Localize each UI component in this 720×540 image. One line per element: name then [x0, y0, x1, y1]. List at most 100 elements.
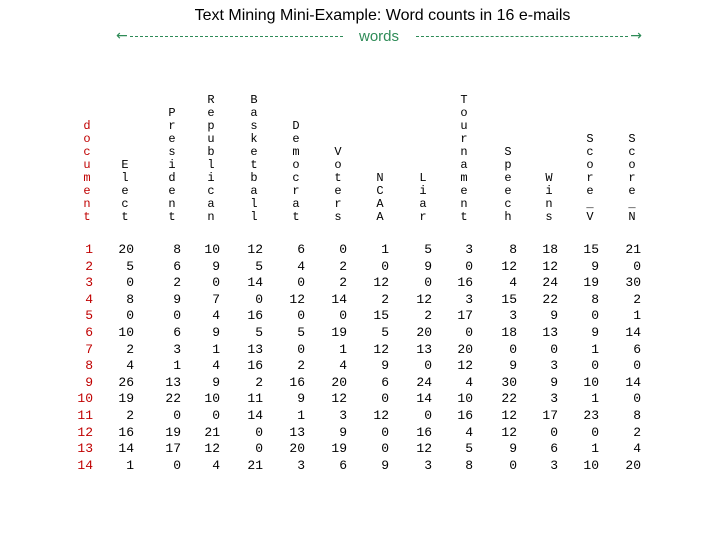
word-count-cell: 6	[173, 258, 181, 274]
word-count-cell: 4	[509, 275, 517, 291]
word-count-cell: 13	[542, 325, 558, 340]
word-count-cell: 20	[416, 325, 432, 340]
word-count-cell: 14	[331, 291, 347, 307]
word-count-cell: 0	[550, 424, 558, 440]
word-count-cell: 13	[289, 424, 305, 440]
word-count-cell: 3	[509, 308, 517, 324]
word-count-cell: 2	[255, 374, 263, 390]
word-count-cell: 14	[416, 391, 432, 407]
word-count-cell: 6	[339, 457, 347, 473]
word-count-cell: 20	[118, 242, 134, 257]
word-count-cell: 8	[126, 291, 134, 307]
word-count-cell: 12	[542, 258, 558, 274]
word-count-cell: 3	[550, 457, 558, 473]
word-count-cell: 5	[465, 441, 473, 457]
word-count-cell: 0	[591, 358, 599, 374]
document-id: 10	[77, 391, 93, 407]
document-id: 5	[85, 308, 93, 324]
word-count-cell: 11	[247, 391, 263, 407]
word-count-cell: 3	[339, 408, 347, 423]
word-count-cell: 0	[173, 408, 181, 423]
word-count-cell: 0	[173, 457, 181, 473]
word-count-cell: 3	[297, 457, 305, 473]
word-count-cell: 2	[424, 308, 432, 324]
word-count-cell: 9	[591, 258, 599, 274]
word-count-cell: 3	[424, 457, 432, 473]
word-count-cell: 0	[126, 308, 134, 324]
word-count-cell: 22	[501, 391, 517, 407]
word-count-cell: 9	[212, 374, 220, 390]
word-count-cell: 0	[633, 391, 641, 407]
word-count-cell: 24	[542, 275, 558, 291]
word-count-cell: 9	[591, 325, 599, 340]
document-id: 2	[85, 258, 93, 274]
words-label: words	[344, 29, 414, 45]
word-count-cell: 9	[509, 441, 517, 457]
word-count-cell: 4	[212, 457, 220, 473]
word-count-cell: 4	[126, 358, 134, 374]
word-count-cell: 18	[501, 325, 517, 340]
word-count-cell: 15	[373, 308, 389, 324]
word-count-cell: 16	[289, 374, 305, 390]
word-count-cell: 19	[583, 275, 599, 291]
word-count-cell: 0	[126, 275, 134, 291]
word-count-cell: 21	[247, 457, 263, 473]
word-count-cell: 0	[212, 275, 220, 291]
word-count-cell: 10	[583, 374, 599, 390]
word-count-cell: 21	[204, 424, 220, 440]
word-count-cell: 6	[381, 374, 389, 390]
document-id: 12	[77, 424, 93, 440]
word-count-cell: 0	[591, 308, 599, 324]
word-count-cell: 16	[118, 424, 134, 440]
document-id: 14	[77, 457, 93, 473]
word-count-cell: 0	[255, 424, 263, 440]
word-count-cell: 22	[165, 391, 181, 407]
word-count-cell: 0	[424, 275, 432, 291]
word-count-cell: 1	[381, 242, 389, 257]
word-count-cell: 1	[591, 391, 599, 407]
word-count-cell: 12	[331, 391, 347, 407]
word-count-cell: 0	[173, 308, 181, 324]
word-count-cell: 8	[509, 242, 517, 257]
word-count-cell: 14	[625, 374, 641, 390]
word-count-cell: 9	[297, 391, 305, 407]
word-count-cell: 13	[165, 374, 181, 390]
document-id: 3	[85, 275, 93, 291]
word-count-cell: 21	[625, 242, 641, 257]
word-count-cell: 3	[550, 358, 558, 374]
word-count-cell: 12	[501, 408, 517, 423]
document-id: 4	[85, 291, 93, 307]
word-count-cell: 0	[297, 275, 305, 291]
arrow-line-left	[130, 36, 343, 37]
word-count-cell: 6	[297, 242, 305, 257]
word-count-cell: 5	[424, 242, 432, 257]
word-count-cell: 12	[373, 341, 389, 357]
word-count-cell: 16	[457, 275, 473, 291]
word-count-cell: 3	[173, 341, 181, 357]
word-count-cell: 9	[509, 358, 517, 374]
word-count-cell: 1	[633, 308, 641, 324]
word-count-cell: 9	[424, 258, 432, 274]
word-count-cell: 16	[416, 424, 432, 440]
word-count-cell: 20	[625, 457, 641, 473]
word-count-cell: 12	[457, 358, 473, 374]
word-count-cell: 8	[591, 291, 599, 307]
word-count-cell: 14	[118, 441, 134, 457]
word-count-cell: 0	[424, 408, 432, 423]
word-count-cell: 1	[297, 408, 305, 423]
word-count-cell: 8	[633, 408, 641, 423]
word-count-cell: 17	[165, 441, 181, 457]
word-count-cell: 17	[542, 408, 558, 423]
word-count-cell: 0	[339, 242, 347, 257]
document-id: 8	[85, 358, 93, 374]
words-arrow: ← words →	[116, 28, 642, 45]
word-count-cell: 2	[297, 358, 305, 374]
word-count-cell: 12	[373, 408, 389, 423]
word-count-cell: 12	[289, 291, 305, 307]
